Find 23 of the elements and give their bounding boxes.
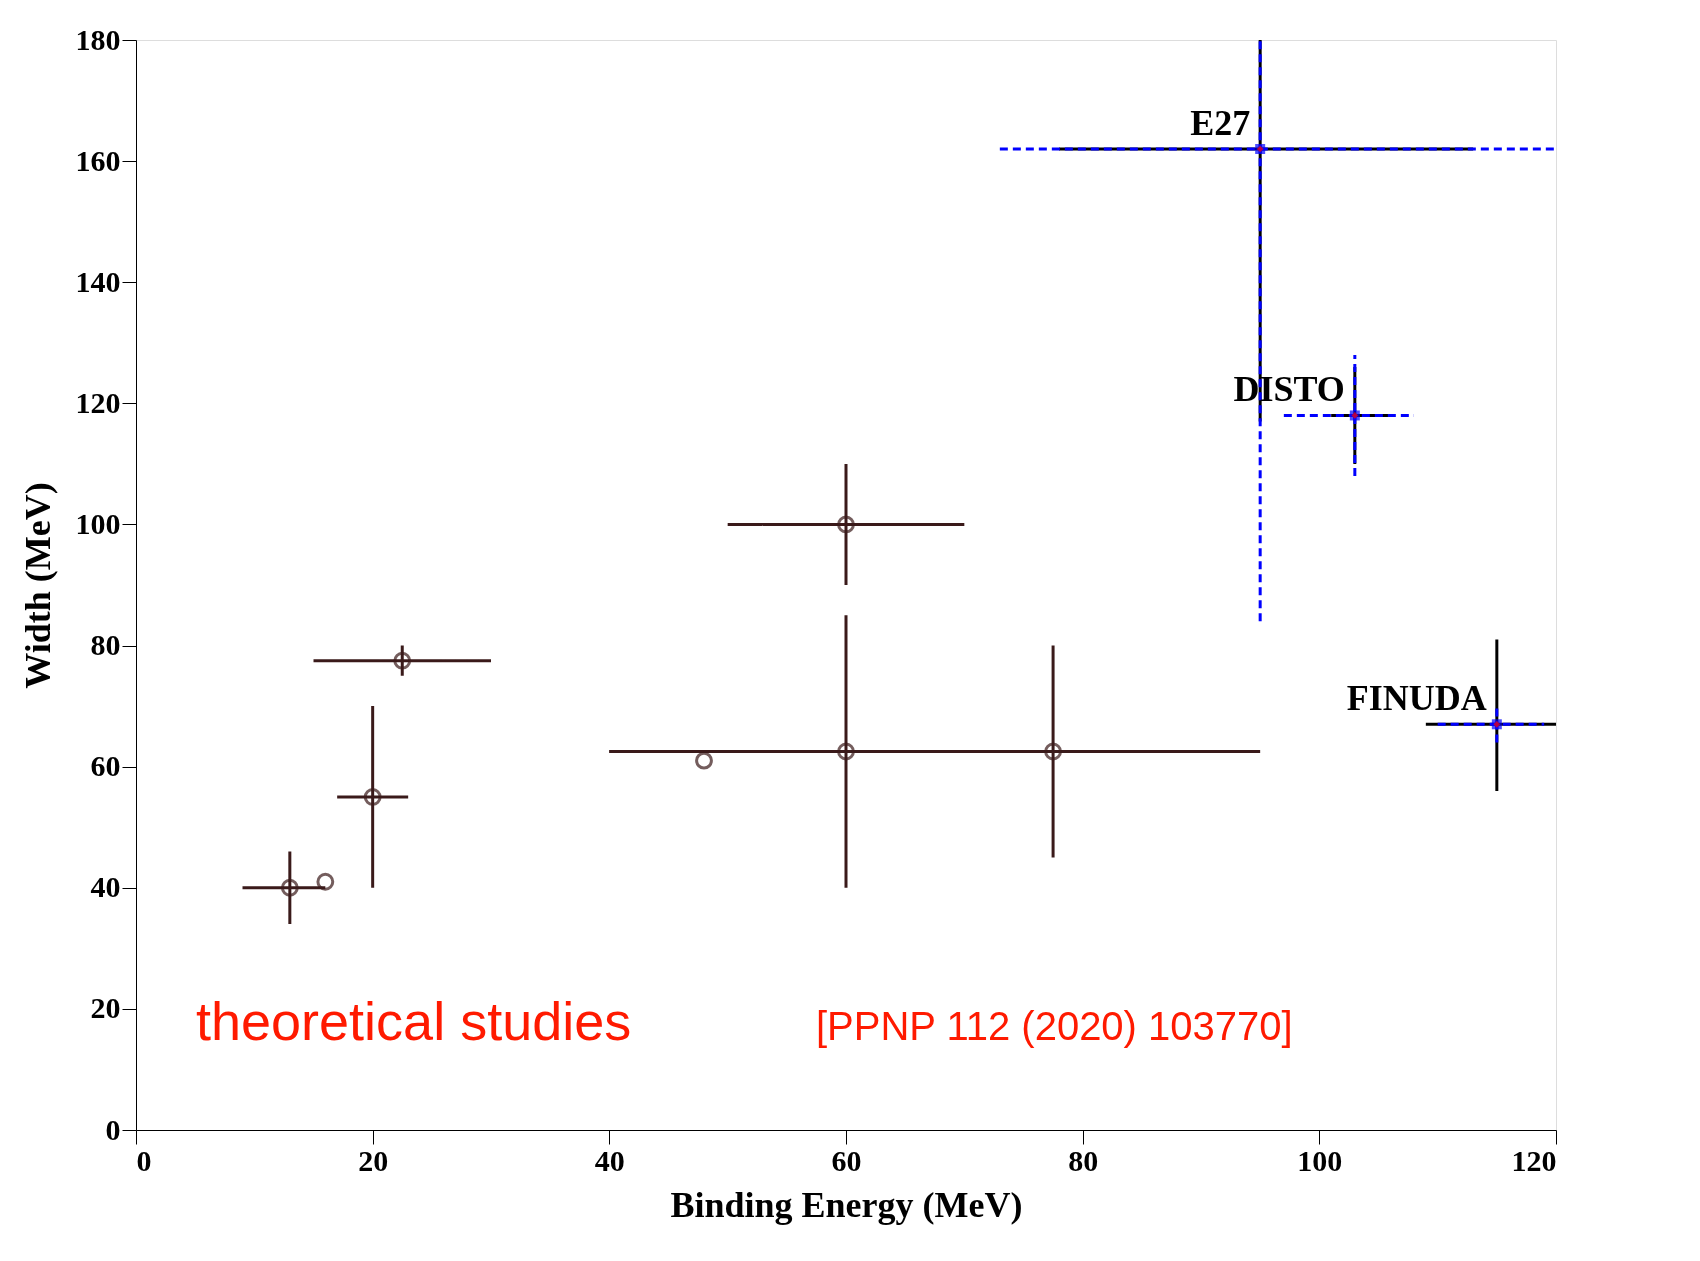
x-tick-label: 80 [1068, 1143, 1099, 1177]
y-tick-label: 140 [75, 264, 121, 298]
y-tick-label: 180 [75, 22, 121, 56]
x-tick-label: 40 [594, 1143, 625, 1177]
x-tick-label: 100 [1297, 1143, 1343, 1177]
annotation: FINUDA [1346, 678, 1487, 719]
annotation: E27 [1190, 103, 1251, 143]
y-tick-label: 80 [90, 628, 121, 662]
y-axis-title: Width (MeV) [17, 482, 58, 689]
y-tick-label: 20 [90, 991, 121, 1025]
y-tick-label: 40 [90, 870, 121, 904]
x-tick-label: 120 [1511, 1143, 1557, 1177]
annotation: theoretical studies [196, 991, 632, 1051]
annotation: [PPNP 112 (2020) 103770] [816, 1004, 1293, 1048]
x-tick-label: 60 [831, 1143, 862, 1177]
x-tick-label: 0 [136, 1143, 152, 1177]
x-tick-label: 20 [358, 1143, 389, 1177]
y-tick-label: 60 [90, 749, 121, 783]
y-tick-label: 160 [75, 143, 121, 177]
y-tick-label: 120 [75, 385, 121, 419]
x-axis-title: Binding Energy (MeV) [670, 1184, 1023, 1225]
y-tick-label: 100 [75, 506, 121, 540]
y-tick-label: 0 [105, 1112, 121, 1146]
